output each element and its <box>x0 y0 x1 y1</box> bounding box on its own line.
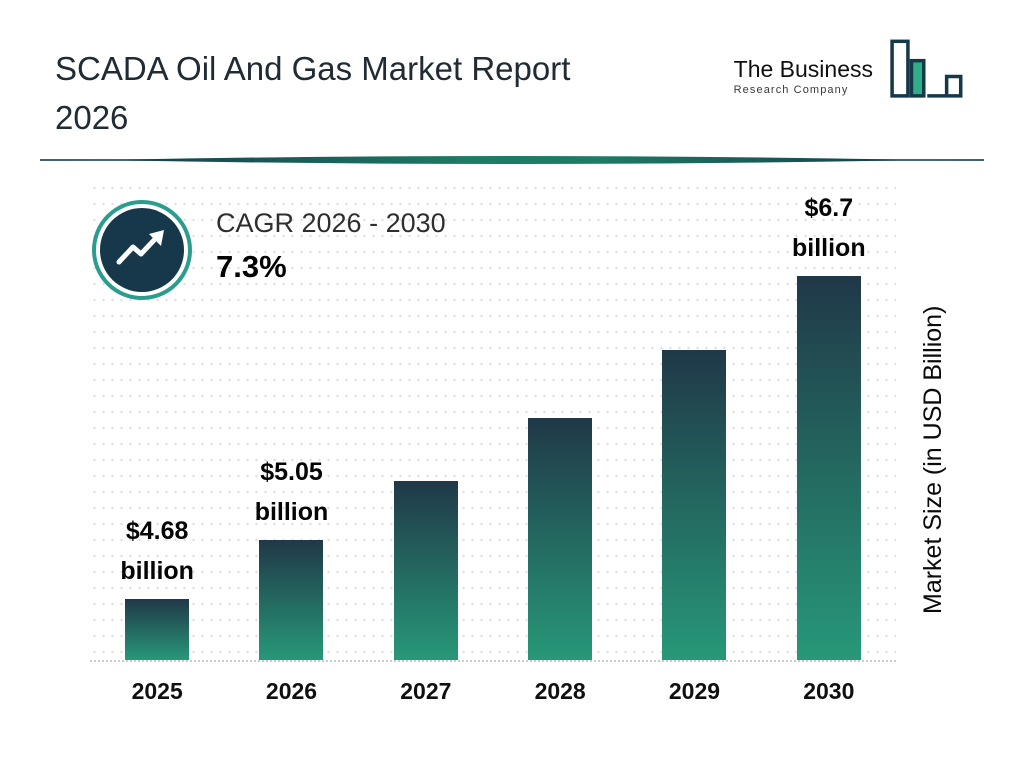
x-axis-labels: 2025 2026 2027 2028 2029 2030 <box>90 678 896 705</box>
chart-plot-area: $4.68 billion $5.05 billion $6.7 billion <box>90 180 896 662</box>
cagr-text: CAGR 2026 - 2030 7.3% <box>216 200 446 285</box>
x-tick-label-2028: 2028 <box>534 678 586 704</box>
bar-2026 <box>259 540 324 660</box>
y-axis-label: Market Size (in USD Billion) <box>919 305 947 615</box>
bar-2029 <box>662 349 727 660</box>
x-tick-label-2029: 2029 <box>668 678 721 704</box>
x-tick-label-2027: 2027 <box>400 678 452 704</box>
divider-swoosh <box>40 156 984 164</box>
bar-column-2026: $5.05 billion <box>224 180 358 660</box>
cagr-badge-circle <box>100 208 184 292</box>
bar-column-2025: $4.68 billion <box>90 180 224 660</box>
x-tick-label-2026: 2026 <box>265 678 318 704</box>
bar-column-2029 <box>627 180 761 660</box>
bar-value-label-2026: $5.05 billion <box>254 458 329 526</box>
bar-value-label-2030: $6.7 billion <box>792 194 866 262</box>
cagr-value: 7.3% <box>216 249 287 284</box>
bar-2027 <box>393 480 458 660</box>
company-logo-text: The Business Research Company <box>734 58 873 110</box>
logo-text-primary: The Business <box>733 56 873 82</box>
page-title-line1: SCADA Oil And Gas Market Report <box>55 50 571 87</box>
logo-text-secondary: Research Company <box>733 84 849 96</box>
bar-chart-logo-icon <box>890 39 963 98</box>
bar-2028 <box>528 418 593 660</box>
bar-column-2028 <box>493 180 627 660</box>
cagr-label: CAGR 2026 - 2030 <box>216 208 446 238</box>
bar-value-label-2025: $4.68 billion <box>120 517 194 586</box>
bar-2025 <box>125 599 190 660</box>
cagr-callout: CAGR 2026 - 2030 7.3% <box>92 200 446 300</box>
x-tick-label-2025: 2025 <box>131 678 183 704</box>
bar-column-2030: $6.7 billion <box>762 180 896 660</box>
x-tick-label-2030: 2030 <box>803 678 855 704</box>
bar-column-2027 <box>359 180 493 660</box>
page-title: SCADA Oil And Gas Market Report 2026 <box>55 44 570 142</box>
bar-2030 <box>796 276 861 660</box>
page-title-line2: 2026 <box>55 99 129 136</box>
cagr-badge <box>92 200 192 300</box>
bars: $4.68 billion $5.05 billion $6.7 billion <box>90 180 896 660</box>
trending-up-icon <box>116 230 164 265</box>
company-logo: The Business Research Company <box>734 36 966 110</box>
